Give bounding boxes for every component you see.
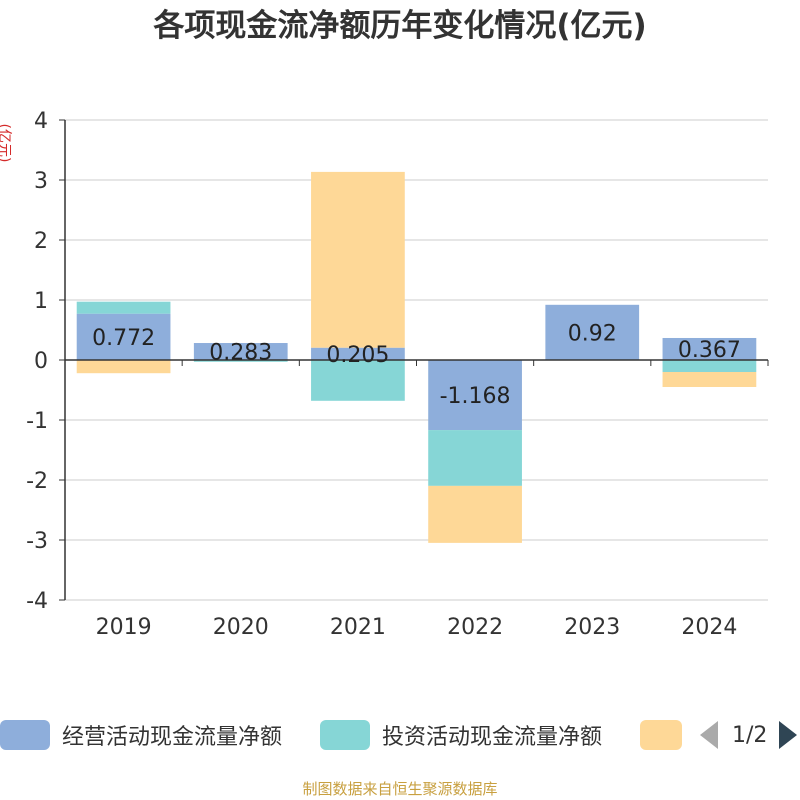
legend-item-operating[interactable]: 经营活动现金流量净额 bbox=[0, 718, 282, 752]
bar-series-0 bbox=[545, 304, 640, 360]
bar-series-2 bbox=[428, 485, 522, 543]
data-label: 0.772 bbox=[92, 326, 155, 351]
bar-series-2 bbox=[662, 372, 757, 387]
y-tick-label: 0 bbox=[34, 349, 48, 374]
y-tick-label: 2 bbox=[34, 229, 48, 254]
y-tick-label: -1 bbox=[26, 409, 48, 434]
y-tick-label: 1 bbox=[34, 289, 48, 314]
x-tick-label: 2023 bbox=[564, 615, 620, 640]
legend-swatch-operating bbox=[0, 720, 50, 750]
legend-pager: 1/2 bbox=[700, 718, 798, 752]
x-tick-label: 2022 bbox=[447, 615, 503, 640]
chart-title: 各项现金流净额历年变化情况(亿元) bbox=[153, 8, 647, 44]
bar-series-0 bbox=[428, 360, 522, 431]
y-tick-label: -2 bbox=[26, 469, 48, 494]
source-note: 制图数据来自恒生聚源数据库 bbox=[302, 780, 498, 798]
x-tick-label: 2020 bbox=[213, 615, 269, 640]
bar-series-1 bbox=[76, 301, 171, 314]
bar-series-1 bbox=[428, 430, 522, 486]
bar-chart: 4 3 2 1 0 -1 -2 -3 -4 0.772 0.283 0.205 -1.168 0.92 0.… bbox=[26, 109, 769, 640]
legend-label-operating: 经营活动现金流量净额 bbox=[62, 725, 283, 750]
pager-page-indicator: 1/2 bbox=[732, 722, 768, 748]
bar-series-0 bbox=[311, 347, 405, 360]
bar-series-0 bbox=[193, 343, 288, 360]
bar-series-1 bbox=[662, 360, 757, 372]
bar-series-2 bbox=[311, 171, 405, 348]
pager-prev-icon[interactable] bbox=[700, 721, 718, 749]
data-label: 0.283 bbox=[209, 341, 272, 366]
legend-label-investing: 投资活动现金流量净额 bbox=[382, 725, 603, 750]
bar-series-1 bbox=[193, 360, 288, 362]
y-tick-label: 3 bbox=[34, 169, 48, 194]
x-tick-label: 2019 bbox=[96, 615, 152, 640]
pager-next-icon[interactable] bbox=[779, 721, 798, 749]
data-label: 0.92 bbox=[568, 321, 617, 346]
legend-item-investing[interactable]: 投资活动现金流量净额 bbox=[320, 718, 602, 752]
data-label: -1.168 bbox=[440, 384, 511, 409]
legend-swatch-third-series bbox=[640, 720, 682, 750]
y-tick-label: 4 bbox=[34, 109, 48, 134]
legend: 经营活动现金流量净额 投资活动现金流量净额 1/2 bbox=[0, 712, 800, 758]
legend-item-third-series[interactable] bbox=[640, 718, 682, 752]
y-tick-label: -3 bbox=[26, 529, 48, 554]
x-tick-label: 2021 bbox=[330, 615, 386, 640]
x-tick-label: 2024 bbox=[681, 615, 737, 640]
data-label: 0.367 bbox=[678, 338, 741, 363]
bar-series-0 bbox=[76, 313, 171, 360]
bar-series-0 bbox=[662, 337, 757, 360]
y-tick-label: -4 bbox=[26, 589, 48, 614]
bar-series-2 bbox=[76, 360, 171, 374]
data-label: 0.205 bbox=[326, 343, 389, 368]
bar-series-1 bbox=[311, 360, 405, 401]
legend-swatch-investing bbox=[320, 720, 370, 750]
